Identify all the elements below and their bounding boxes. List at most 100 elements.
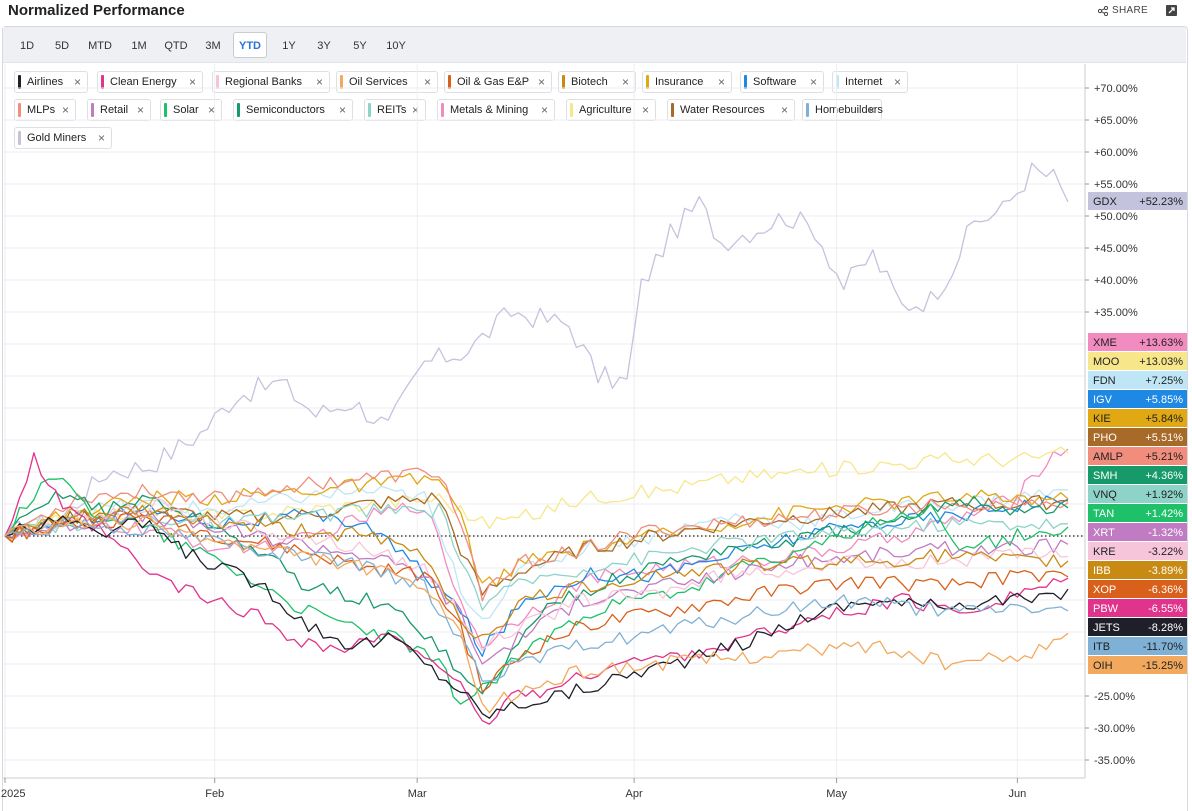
series-line-metals-mining (4, 448, 1069, 649)
legend-chip-reits[interactable]: REITs × (364, 99, 426, 121)
legend-swatch (340, 75, 343, 89)
remove-series-icon[interactable]: × (780, 103, 788, 117)
legend-chip-mlps[interactable]: MLPs × (14, 99, 76, 121)
remove-series-icon[interactable]: × (537, 75, 545, 89)
legend-chip-solar[interactable]: Solar × (160, 99, 222, 121)
legend-chip-agriculture[interactable]: Agriculture × (566, 99, 656, 121)
value-badge-oih: OIH -15.25% (1088, 656, 1187, 674)
legend-chip-homebuilders[interactable]: Homebuilders × (802, 99, 883, 121)
legend-label: Retail (100, 104, 129, 116)
badge-symbol: PBW (1093, 603, 1119, 615)
badge-symbol: MOO (1093, 356, 1120, 368)
badge-value: +7.25% (1145, 375, 1183, 387)
remove-series-icon[interactable]: × (188, 75, 196, 89)
share-button[interactable]: SHARE (1098, 5, 1148, 16)
range-button-ytd[interactable]: YTD (233, 32, 267, 58)
badge-symbol: GDX (1093, 196, 1118, 208)
value-badge-vnq: VNQ +1.92% (1088, 485, 1187, 503)
badge-value: -3.89% (1148, 565, 1183, 577)
range-button-3m[interactable]: 3M (205, 40, 221, 52)
remove-series-icon[interactable]: × (73, 75, 81, 89)
series-line-water-resources (4, 492, 1069, 596)
remove-series-icon[interactable]: × (717, 75, 725, 89)
badge-background (1088, 428, 1187, 446)
range-button-5d[interactable]: 5D (54, 40, 70, 52)
value-badge-pho: PHO +5.51% (1088, 428, 1187, 446)
legend-swatch (744, 75, 747, 89)
range-button-qtd[interactable]: QTD (164, 40, 188, 52)
legend-swatch (570, 103, 573, 117)
remove-series-icon[interactable]: × (315, 75, 323, 89)
badge-value: -1.32% (1148, 527, 1183, 539)
legend-swatch (164, 103, 167, 117)
remove-series-icon[interactable]: × (621, 75, 629, 89)
badge-value: +1.92% (1145, 489, 1183, 501)
remove-series-icon[interactable]: × (207, 103, 215, 117)
grid-lines (3, 64, 1086, 779)
range-button-1d[interactable]: 1D (19, 40, 35, 52)
value-badge-pbw: PBW -6.55% (1088, 599, 1187, 617)
legend-label: REITs (377, 104, 407, 116)
remove-series-icon[interactable]: × (423, 75, 431, 89)
legend-swatch (18, 75, 21, 89)
series-line-oil-services (4, 515, 1069, 714)
badge-value: +13.03% (1139, 356, 1183, 368)
badge-background (1088, 561, 1187, 579)
badge-background (1088, 390, 1187, 408)
legend-swatch (91, 103, 94, 117)
value-badge-igv: IGV +5.85% (1088, 390, 1187, 408)
legend-chip-gold-miners[interactable]: Gold Miners × (14, 127, 112, 149)
remove-series-icon[interactable]: × (97, 131, 105, 145)
series-line-agriculture (4, 446, 1069, 538)
badge-symbol: IBB (1093, 565, 1111, 577)
value-badge-fdn: FDN +7.25% (1088, 371, 1187, 389)
range-button-1y[interactable]: 1Y (282, 40, 296, 52)
range-button-5y[interactable]: 5Y (353, 40, 367, 52)
y-tick-label: -25.00% (1094, 691, 1135, 703)
value-badge-gdx: GDX +52.23% (1088, 192, 1187, 210)
series-line-biotech (4, 505, 1069, 639)
legend-swatch (101, 75, 104, 89)
remove-series-icon[interactable]: × (136, 103, 144, 117)
legend-chip-retail[interactable]: Retail × (87, 99, 151, 121)
remove-series-icon[interactable]: × (893, 75, 901, 89)
badge-value: +52.23% (1139, 196, 1183, 208)
value-badge-ibb: IBB -3.89% (1088, 561, 1187, 579)
badge-background (1088, 656, 1187, 674)
expand-button[interactable] (1166, 5, 1177, 16)
x-tick-label: Apr (626, 788, 643, 800)
badge-symbol: XRT (1093, 527, 1115, 539)
legend-chip-semiconductors[interactable]: Semiconductors × (233, 99, 353, 121)
remove-series-icon[interactable]: × (61, 103, 69, 117)
y-tick-label: +35.00% (1094, 307, 1138, 319)
share-label: SHARE (1112, 5, 1148, 16)
series-line-regional-banks (4, 497, 1069, 652)
remove-series-icon[interactable]: × (540, 103, 548, 117)
x-tick-label: Feb (205, 788, 224, 800)
legend-label: Oil & Gas E&P (457, 76, 530, 88)
series-lines (4, 162, 1069, 725)
remove-series-icon[interactable]: × (809, 75, 817, 89)
legend-swatch (18, 131, 21, 145)
remove-series-icon[interactable]: × (641, 103, 649, 117)
remove-series-icon[interactable]: × (411, 103, 419, 117)
range-button-10y[interactable]: 10Y (386, 40, 406, 52)
range-button-mtd[interactable]: MTD (88, 40, 112, 52)
badge-symbol: KRE (1093, 546, 1116, 558)
legend-label: Semiconductors (246, 104, 325, 116)
badge-background (1088, 618, 1187, 636)
legend-label: Homebuilders (815, 104, 883, 116)
legend-chip-water-resources[interactable]: Water Resources × (667, 99, 795, 121)
remove-series-icon[interactable]: × (867, 103, 875, 117)
badge-symbol: PHO (1093, 432, 1117, 444)
value-badge-smh: SMH +4.36% (1088, 466, 1187, 484)
legend-swatch (216, 75, 219, 89)
x-tick-label: 2025 (1, 788, 25, 800)
range-button-3y[interactable]: 3Y (317, 40, 331, 52)
value-badge-jets: JETS -8.28% (1088, 618, 1187, 636)
x-tick-label: Jun (1009, 788, 1027, 800)
range-button-1m[interactable]: 1M (131, 40, 147, 52)
y-tick-label: +65.00% (1094, 115, 1138, 127)
remove-series-icon[interactable]: × (338, 103, 346, 117)
y-tick-label: +50.00% (1094, 211, 1138, 223)
